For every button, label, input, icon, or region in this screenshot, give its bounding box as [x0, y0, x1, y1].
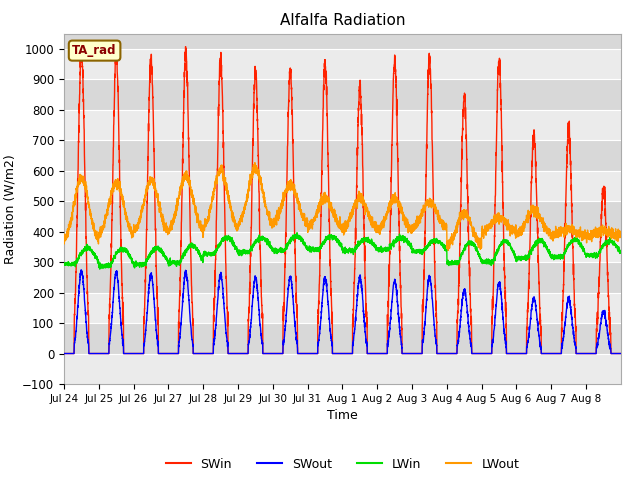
X-axis label: Time: Time — [327, 409, 358, 422]
Line: LWin: LWin — [64, 233, 621, 269]
LWin — [617, 250, 625, 255]
SWout — [364, 341, 371, 347]
SWout — [617, 351, 625, 357]
LWin — [364, 235, 371, 240]
SWin — [175, 298, 183, 303]
SWin — [182, 44, 189, 49]
LWout — [495, 213, 503, 219]
LWout — [175, 189, 183, 194]
LWout — [60, 237, 68, 243]
LWout — [617, 230, 625, 236]
SWout — [537, 347, 545, 352]
Y-axis label: Radiation (W/m2): Radiation (W/m2) — [4, 154, 17, 264]
LWout — [445, 248, 452, 253]
LWout — [523, 219, 531, 225]
SWin — [60, 351, 68, 357]
SWout — [495, 282, 503, 288]
SWout — [77, 267, 85, 273]
Bar — [64, 354, 621, 384]
Line: SWout: SWout — [64, 270, 621, 354]
Legend: SWin, SWout, LWin, LWout: SWin, SWout, LWin, LWout — [161, 453, 524, 476]
SWin — [364, 316, 371, 322]
Bar — [64, 110, 621, 140]
LWin — [60, 261, 68, 267]
SWin — [495, 65, 503, 71]
SWout — [176, 336, 184, 342]
SWout — [393, 293, 401, 299]
SWout — [523, 351, 531, 357]
LWout — [393, 197, 401, 203]
LWin — [495, 244, 503, 250]
LWin — [176, 262, 184, 267]
SWin — [523, 351, 531, 357]
Text: TA_rad: TA_rad — [72, 44, 117, 57]
LWin — [537, 240, 545, 245]
Bar — [64, 293, 621, 323]
LWin — [523, 256, 531, 262]
SWout — [60, 351, 68, 357]
Bar — [64, 49, 621, 79]
Line: LWout: LWout — [64, 163, 621, 251]
LWin — [393, 237, 401, 242]
LWout — [537, 215, 545, 221]
Line: SWin: SWin — [64, 47, 621, 354]
SWin — [393, 120, 401, 125]
LWout — [364, 204, 371, 210]
SWin — [537, 333, 545, 338]
Bar — [64, 171, 621, 201]
LWin — [96, 266, 104, 272]
Title: Alfalfa Radiation: Alfalfa Radiation — [280, 13, 405, 28]
LWin — [293, 230, 301, 236]
SWin — [617, 351, 625, 357]
Bar — [64, 232, 621, 262]
LWout — [251, 160, 259, 166]
